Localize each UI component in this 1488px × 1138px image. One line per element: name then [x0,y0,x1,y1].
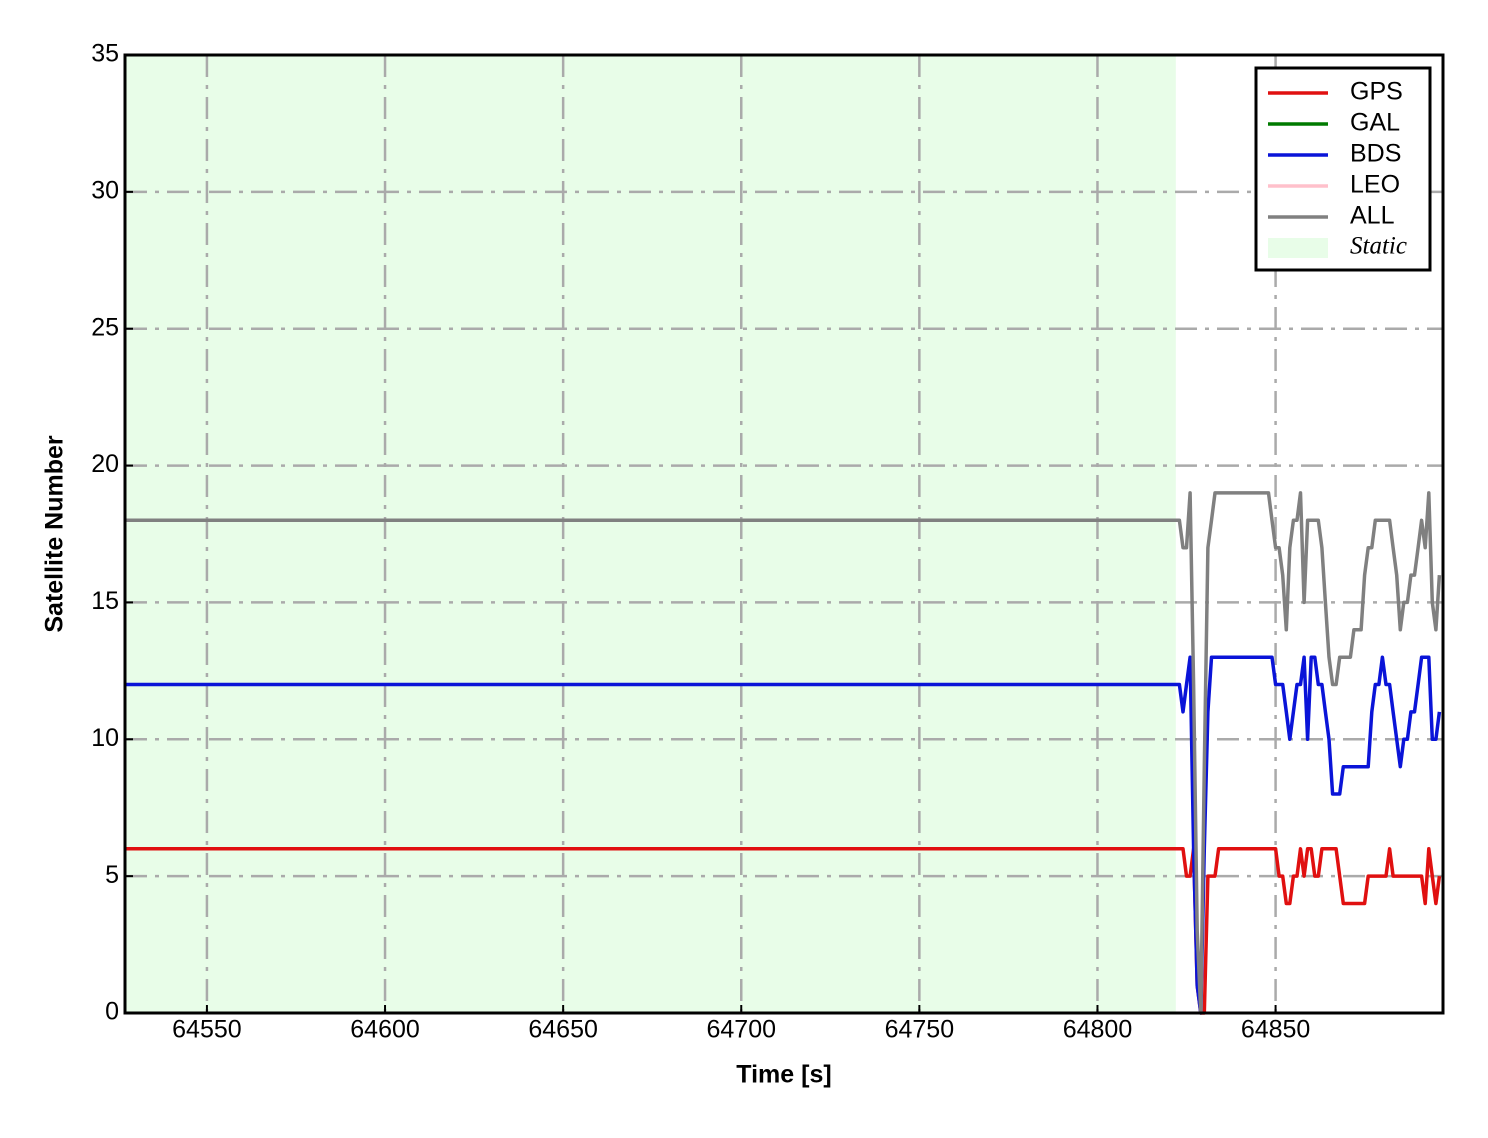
x-tick-label: 64800 [1063,1016,1133,1044]
x-tick-label: 64600 [350,1016,420,1044]
x-tick-label: 64650 [528,1016,598,1044]
y-tick-label: 25 [91,313,119,341]
y-tick-label: 20 [91,450,119,478]
legend-label: ALL [1350,202,1395,230]
y-tick-label: 10 [91,724,119,752]
x-tick-label: 64850 [1241,1016,1311,1044]
y-axis-label: Satellite Number [41,435,69,633]
series-line [125,491,1442,1015]
legend-swatch [1268,238,1328,258]
legend-label: LEO [1350,171,1400,199]
static-region [125,55,1176,1013]
x-tick-label: 64700 [706,1016,776,1044]
plot-frame [123,53,1445,1015]
legend-label: GPS [1350,78,1403,106]
y-tick-label: 30 [91,176,119,204]
x-tick-label: 64750 [885,1016,955,1044]
series-line [125,847,1442,1015]
y-tick-label: 5 [105,861,119,889]
legend-label: GAL [1350,109,1400,137]
x-tick-label: 64550 [172,1016,242,1044]
y-tick-label: 15 [91,587,119,615]
legend-box [1254,66,1432,272]
y-tick-label: 0 [105,998,119,1026]
legend-label: BDS [1350,140,1401,168]
y-tick-label: 35 [91,40,119,68]
legend-label: Static [1350,233,1407,260]
series-line [125,655,1442,1015]
x-axis-label: Time [s] [736,1061,831,1089]
